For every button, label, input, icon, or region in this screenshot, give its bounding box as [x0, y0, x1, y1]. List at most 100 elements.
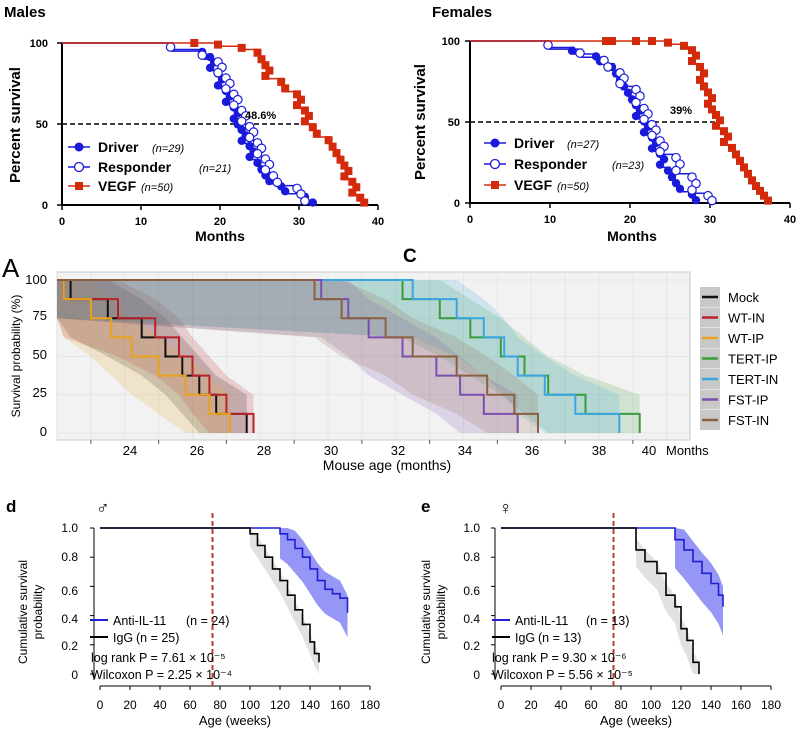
males-plot-vegf-point — [348, 188, 357, 197]
males-plot-vegf-point — [281, 84, 290, 93]
females-xtick-labels: 0 10 20 30 40 — [467, 214, 796, 226]
panel-a-label: A — [2, 253, 20, 283]
panel-e-label: e — [421, 497, 430, 516]
males-plot-vegf-point — [190, 39, 199, 47]
females-plot-responder-point — [575, 48, 585, 58]
panel-d-ytick: 0 — [71, 668, 78, 682]
panel-d-ytick: 0.2 — [61, 639, 78, 653]
females-plot-vegf-point — [728, 143, 736, 152]
females-plot-vegf-point — [756, 186, 764, 195]
females-plot-vegf-point — [632, 37, 640, 45]
females-ytick-labels: 0 50 100 — [442, 36, 460, 210]
panel-d-xlabel: Age (weeks) — [199, 713, 271, 728]
males-plot-vegf-point — [261, 71, 270, 80]
panel-e-legend-igg: IgG — [515, 631, 535, 645]
males-plot-series-responder — [62, 42, 310, 206]
males-ytick: 100 — [30, 38, 48, 50]
males-xtick: 20 — [214, 216, 226, 228]
males-xlabel: Months — [195, 228, 245, 244]
females-plot-vegf-point — [688, 46, 696, 55]
males-plot-driver-point — [245, 152, 254, 162]
females-plot-series-responder — [470, 40, 717, 206]
males-xtick: 10 — [135, 216, 147, 228]
panel-e-xtick: 180 — [761, 698, 781, 712]
males-plot-vegf-point — [348, 177, 357, 186]
females-plot-vegf-point — [748, 176, 756, 185]
females-plot-vegf-point — [680, 41, 688, 50]
females-plot-driver-point — [647, 144, 657, 153]
panel-d-xtick: 20 — [123, 698, 137, 712]
females-ytick: 0 — [454, 198, 460, 210]
males-plot-vegf-point — [297, 95, 305, 104]
males-legend-vegf: VEGF — [98, 178, 137, 194]
panel-a-line-wt-in — [57, 279, 255, 433]
panel-e: e ♀ Cumulative survival probability 0 0.… — [419, 497, 781, 728]
panel-e-xtick: 120 — [671, 698, 691, 712]
females-legend-driver: Driver — [514, 135, 555, 151]
females-plot-driver-point — [567, 46, 577, 55]
panel-d-stat-logrank: log rank P = 7.61 × 10⁻⁵ — [91, 651, 226, 665]
panel-d-xtick-labels: 0 20 40 60 80 100 120 140 160 180 — [97, 698, 381, 712]
females-plot-responder-point — [707, 195, 717, 206]
males-plot-responder-point — [252, 148, 263, 159]
panel-a-line-fst-in — [57, 279, 539, 433]
panel-d-ytick-labels: 0 0.2 0.4 0.6 0.8 1.0 — [61, 521, 78, 682]
panel-e-ylabel-1: Cumulative survival — [419, 560, 433, 664]
females-plot-vegf-point — [764, 196, 772, 205]
panel-e-xtick: 140 — [701, 698, 721, 712]
panel-a-legend-label-fst-ip: FST-IP — [728, 393, 768, 408]
panel-a-ytick: 75 — [33, 308, 47, 323]
males-legend-driver: Driver — [98, 139, 139, 155]
females-plot-vegf-point — [724, 132, 732, 141]
females-plot-responder-point — [655, 146, 665, 157]
panel-d-legend: Anti-IL-11 (n = 24) IgG (n = 25) log ran… — [90, 614, 232, 682]
panel-e-legend-igg-n: (n = 13) — [538, 631, 581, 645]
males-plot-responder-point — [260, 165, 271, 175]
females-plot-responder-point — [603, 62, 613, 72]
females-plot-vegf-point — [744, 169, 752, 178]
panel-a-ytick-labels: 0 25 50 75 100 — [25, 272, 47, 439]
panel-a-line-tert-in — [57, 279, 621, 433]
females-plot-area — [465, 37, 791, 208]
males-plot-vegf-point — [293, 90, 301, 99]
panel-e-ytick: 0.4 — [463, 612, 480, 626]
females-plot-responder-point — [543, 40, 553, 50]
panel-a-x-unit: Months — [666, 443, 709, 458]
panel-d-ylabel-2: probability — [31, 585, 45, 640]
panel-c-fragment-label: C — [403, 246, 417, 267]
males-legend-driver-n: (n=29) — [152, 143, 184, 155]
males-plot-driver-point — [253, 158, 262, 168]
males-plot-responder-point — [221, 84, 231, 94]
males-plot-vegf-point — [237, 43, 246, 52]
panel-d-legend-igg: IgG — [113, 631, 133, 645]
females-legend-responder: Responder — [514, 156, 588, 172]
panel-d-sex-symbol: ♂ — [96, 498, 110, 518]
d-plot-line-igg — [100, 527, 320, 663]
panel-e-legend-anti-n: (n = 13) — [586, 614, 629, 628]
females-plot-responder-point — [631, 97, 641, 108]
males-plot-vegf-point — [300, 106, 309, 115]
males-plot-vegf-point — [277, 77, 286, 86]
panel-d-ytick: 0.6 — [61, 584, 78, 598]
females-plot-vegf-point — [700, 82, 708, 91]
panel-a-ytick: 25 — [33, 385, 47, 400]
panel-d-xtick: 100 — [240, 698, 260, 712]
males-plot-vegf-point — [340, 172, 349, 181]
panel-e-xtick-labels: 0 20 40 60 80 100 120 140 160 180 — [498, 698, 782, 712]
panel-a-xtick: 34 — [458, 443, 472, 458]
panel-e-ylabel-2: probability — [434, 585, 448, 640]
males-plot-vegf-point — [257, 55, 266, 64]
females-plot-series-vegf — [470, 37, 772, 205]
males-ylabel: Percent survival — [7, 67, 24, 183]
females-xlabel: Months — [607, 228, 657, 244]
females-xtick: 10 — [544, 214, 556, 226]
females-plot-vegf-point — [752, 181, 760, 190]
males-xtick-labels: 0 10 20 30 40 — [59, 216, 384, 228]
females-plot-vegf-point — [608, 37, 616, 45]
panel-a-legend-label-wt-ip: WT-IP — [728, 331, 764, 346]
females-title: Females — [432, 4, 492, 21]
males-plot-vegf-point — [253, 48, 262, 57]
e-plot-band-igg — [636, 528, 699, 674]
females-xtick: 30 — [704, 214, 716, 226]
